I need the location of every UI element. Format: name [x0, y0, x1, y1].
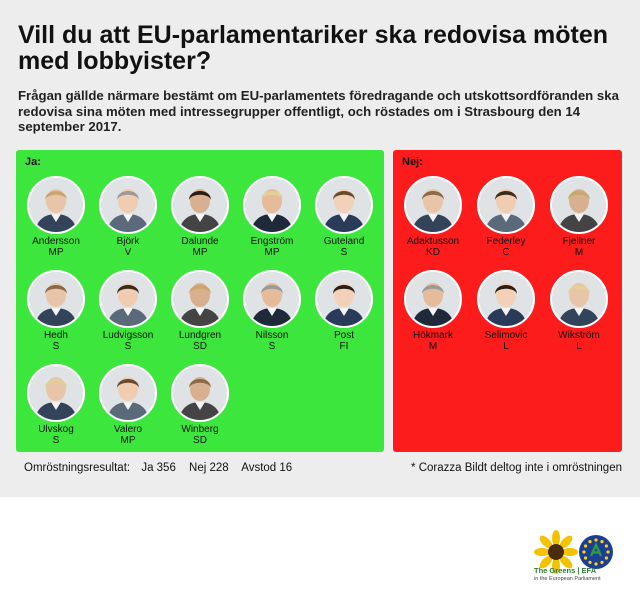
portrait-photo	[99, 176, 157, 234]
member-party: SD	[193, 341, 207, 352]
portrait-photo	[243, 270, 301, 328]
member-party: V	[124, 247, 132, 258]
member-name: Björk	[116, 236, 140, 247]
greens-efa-logo	[534, 530, 613, 574]
ja-member: Nilsson S	[236, 270, 308, 352]
member-party: MP	[264, 247, 280, 258]
member-party: S	[268, 341, 276, 352]
member-party: S	[52, 435, 60, 446]
footnote: * Corazza Bildt deltog inte i omröstning…	[411, 462, 622, 474]
member-party: S	[340, 247, 348, 258]
nej-member: Fjellner M	[543, 176, 615, 258]
member-name: Ludvigsson	[102, 330, 154, 341]
member-name: Winberg	[181, 424, 219, 435]
member-party: MP	[192, 247, 208, 258]
member-party: M	[574, 247, 584, 258]
vote-result: Omröstningsresultat: Ja 356 Nej 228 Avst…	[24, 462, 302, 474]
logo-name: The Greens | EFA	[534, 566, 597, 575]
member-name: Guteland	[323, 236, 365, 247]
member-name: Adaktusson	[406, 236, 460, 247]
portrait-photo	[550, 270, 608, 328]
result-label: Omröstningsresultat:	[24, 462, 131, 474]
nej-label: Nej:	[402, 156, 423, 168]
member-name: Nilsson	[255, 330, 289, 341]
ja-member: Hedh S	[20, 270, 92, 352]
ja-member: Lundgren SD	[164, 270, 236, 352]
member-name: Wikström	[558, 330, 600, 341]
ja-member: Post FI	[308, 270, 380, 352]
member-name: Valero	[113, 424, 143, 435]
ja-member: Valero MP	[92, 364, 164, 446]
nej-member: Hökmark M	[397, 270, 469, 352]
member-party: C	[502, 247, 510, 258]
portrait-photo	[477, 270, 535, 328]
ja-panel: Ja: Andersson MP Björk V Dalunde MP Engström MP…	[16, 150, 384, 452]
member-name: Hökmark	[412, 330, 453, 341]
ja-label: Ja:	[25, 156, 41, 168]
result-nej: Nej 228	[189, 462, 229, 474]
eu-stars-icon	[579, 535, 613, 569]
member-party: SD	[193, 435, 207, 446]
member-name: Andersson	[32, 236, 80, 247]
member-name: Lundgren	[178, 330, 222, 341]
result-avstod: Avstod 16	[241, 462, 293, 474]
page-title: Vill du att EU-parlamentariker ska redov…	[18, 21, 609, 75]
portrait-photo	[550, 176, 608, 234]
nej-member: Adaktusson KD	[397, 176, 469, 258]
nej-member: Selimovic L	[470, 270, 542, 352]
portrait-photo	[404, 176, 462, 234]
member-name: Engström	[250, 236, 294, 247]
portrait-photo	[171, 364, 229, 422]
nej-panel: Nej: Adaktusson KD Federley C Fjellner M Hökma…	[393, 150, 622, 452]
ja-member: Winberg SD	[164, 364, 236, 446]
member-name: Dalunde	[181, 236, 219, 247]
member-party: KD	[426, 247, 440, 258]
member-party: S	[52, 341, 60, 352]
ja-member: Dalunde MP	[164, 176, 236, 258]
member-party: MP	[48, 247, 64, 258]
result-ja: Ja 356	[141, 462, 176, 474]
portrait-photo	[477, 176, 535, 234]
member-party: M	[428, 341, 438, 352]
portrait-photo	[171, 270, 229, 328]
member-name: Selimovic	[484, 330, 528, 341]
description: Frågan gällde närmare bestämt om EU-parl…	[18, 88, 619, 134]
portrait-photo	[315, 176, 373, 234]
ja-member: Andersson MP	[20, 176, 92, 258]
portrait-photo	[404, 270, 462, 328]
ja-member: Ulvskog S	[20, 364, 92, 446]
portrait-photo	[171, 176, 229, 234]
nej-member: Federley C	[470, 176, 542, 258]
portrait-photo	[315, 270, 373, 328]
portrait-photo	[99, 364, 157, 422]
nej-member: Wikström L	[543, 270, 615, 352]
portrait-photo	[27, 270, 85, 328]
portrait-photo	[27, 176, 85, 234]
member-party: FI	[339, 341, 349, 352]
ja-member: Guteland S	[308, 176, 380, 258]
member-name: Ulvskog	[38, 424, 74, 435]
member-name: Hedh	[44, 330, 68, 341]
member-party: L	[503, 341, 509, 352]
member-name: Fjellner	[562, 236, 596, 247]
member-party: MP	[120, 435, 136, 446]
member-party: L	[576, 341, 582, 352]
member-name: Federley	[486, 236, 526, 247]
logo-subtitle: in the European Parliament	[534, 576, 601, 582]
logo-text: The Greens | EFA in the European Parliam…	[534, 566, 624, 584]
sunflower-icon	[534, 530, 578, 574]
ja-member: Björk V	[92, 176, 164, 258]
ja-member: Engström MP	[236, 176, 308, 258]
member-name: Post	[333, 330, 354, 341]
ja-member: Ludvigsson S	[92, 270, 164, 352]
portrait-photo	[243, 176, 301, 234]
member-party: S	[124, 341, 132, 352]
portrait-photo	[99, 270, 157, 328]
portrait-photo	[27, 364, 85, 422]
